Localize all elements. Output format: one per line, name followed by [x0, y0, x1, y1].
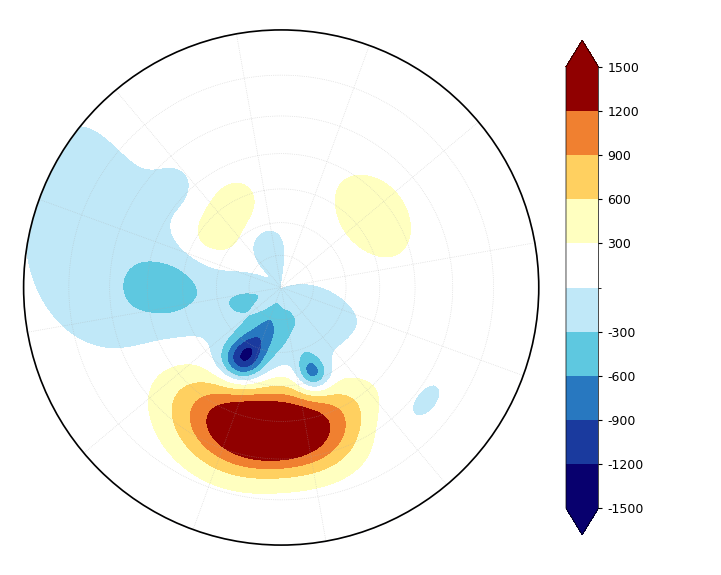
PathPatch shape	[566, 508, 598, 535]
Point	[275, 283, 287, 292]
Point	[275, 283, 287, 292]
Point	[275, 283, 287, 292]
Point	[275, 283, 287, 292]
PathPatch shape	[566, 40, 598, 67]
Point	[275, 283, 287, 292]
Point	[275, 283, 287, 292]
Circle shape	[24, 30, 539, 545]
Point	[275, 283, 287, 292]
Point	[275, 283, 287, 292]
Point	[275, 283, 287, 292]
Point	[275, 283, 287, 292]
Point	[275, 283, 287, 292]
Point	[275, 283, 287, 292]
